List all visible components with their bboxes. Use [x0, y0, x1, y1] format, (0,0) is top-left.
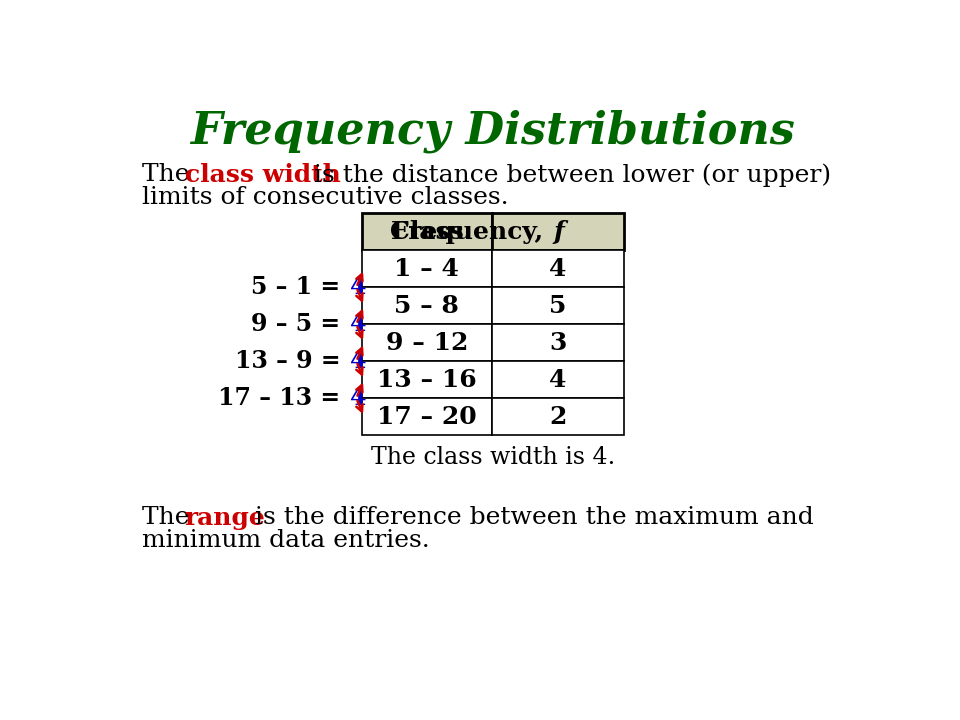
Bar — [492, 398, 624, 435]
Bar — [362, 324, 492, 361]
Text: Class: Class — [390, 220, 464, 244]
Text: is the distance between lower (or upper): is the distance between lower (or upper) — [305, 163, 830, 187]
Text: 1 – 4: 1 – 4 — [395, 257, 459, 281]
Bar — [492, 213, 624, 251]
Bar — [362, 361, 492, 398]
Text: 4: 4 — [350, 386, 367, 410]
Text: Frequency,: Frequency, — [391, 220, 552, 244]
Text: 13 – 16: 13 – 16 — [377, 368, 477, 392]
Text: 9 – 5 =: 9 – 5 = — [252, 312, 348, 336]
Bar — [492, 287, 624, 324]
Text: 17 – 13 =: 17 – 13 = — [218, 386, 348, 410]
Text: minimum data entries.: minimum data entries. — [142, 529, 429, 552]
Text: 3: 3 — [549, 330, 566, 355]
Text: 4: 4 — [549, 257, 566, 281]
Text: The class width is 4.: The class width is 4. — [371, 446, 615, 469]
Text: 4: 4 — [350, 275, 367, 300]
Text: The: The — [142, 163, 197, 186]
Bar — [362, 398, 492, 435]
Text: 4: 4 — [350, 312, 367, 336]
Text: 2: 2 — [549, 405, 566, 428]
Bar — [492, 324, 624, 361]
Text: limits of consecutive classes.: limits of consecutive classes. — [142, 186, 509, 210]
Text: is the difference between the maximum and: is the difference between the maximum an… — [248, 506, 814, 529]
Text: 9 – 12: 9 – 12 — [386, 330, 468, 355]
Text: range: range — [184, 506, 266, 530]
Bar — [362, 251, 492, 287]
Text: 5 – 8: 5 – 8 — [395, 294, 459, 318]
Bar — [362, 213, 492, 251]
Text: f: f — [553, 220, 564, 244]
Text: 4: 4 — [350, 349, 367, 373]
Bar — [362, 287, 492, 324]
Text: 5: 5 — [549, 294, 566, 318]
Text: class width: class width — [184, 163, 341, 187]
Text: 13 – 9 =: 13 – 9 = — [235, 349, 348, 373]
Text: 4: 4 — [549, 368, 566, 392]
Text: Frequency Distributions: Frequency Distributions — [190, 109, 794, 153]
Text: 17 – 20: 17 – 20 — [377, 405, 477, 428]
Text: The: The — [142, 506, 197, 529]
Bar — [492, 361, 624, 398]
Text: 5 – 1 =: 5 – 1 = — [252, 275, 348, 300]
Bar — [492, 251, 624, 287]
